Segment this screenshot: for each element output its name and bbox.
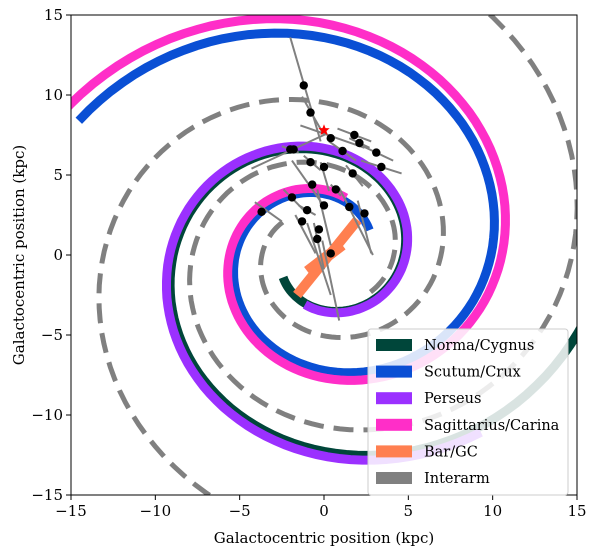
x-axis-label: Galactocentric position (kpc) <box>214 529 434 547</box>
source-error-bar-23 <box>306 222 332 296</box>
source-error-bar-24 <box>321 240 341 321</box>
source-point-17 <box>302 206 312 215</box>
source-point-12 <box>348 169 357 178</box>
source-point-21 <box>297 217 307 226</box>
x-tick-label: 10 <box>483 502 502 520</box>
spiral-arm-interarm-5 <box>187 15 577 433</box>
legend-swatch <box>376 365 412 378</box>
source-point-20 <box>360 209 369 218</box>
legend: Norma/Cygnus Scutum/Crux Perseus Sagittariu… <box>367 328 569 496</box>
source-point-15 <box>287 193 297 202</box>
spiral-arm-2 <box>162 141 483 465</box>
legend-label: Sagittarius/Carina <box>424 418 560 434</box>
x-tick-label: 0 <box>319 502 329 520</box>
y-tick-label: −15 <box>31 486 63 504</box>
spiral-arm-1 <box>75 28 499 378</box>
legend-label: Interarm <box>424 471 490 487</box>
y-tick-label: 0 <box>53 246 63 264</box>
source-point-18 <box>319 201 329 210</box>
x-tick-label: 5 <box>404 502 414 520</box>
axis-ticks: −15 −10 −5 0 5 10 15 −15 −10 −5 0 5 10 15 <box>31 6 586 520</box>
x-tick-label: −10 <box>140 502 172 520</box>
legend-label: Scutum/Crux <box>424 365 521 381</box>
y-tick-label: −5 <box>41 326 63 344</box>
sun-star-marker <box>318 124 330 136</box>
y-tick-label: 15 <box>44 6 63 24</box>
legend-swatch <box>376 418 412 431</box>
source-point-5 <box>338 146 347 156</box>
y-axis-label: Galactocentric position (kpc) <box>10 145 28 365</box>
source-point-7 <box>377 162 386 172</box>
source-point-23 <box>313 234 322 244</box>
spiral-arm-interarm-4 <box>96 96 446 495</box>
legend-swatch <box>376 445 412 458</box>
x-tick-label: 15 <box>567 502 586 520</box>
source-point-22 <box>314 225 324 234</box>
legend-label: Norma/Cygnus <box>424 338 534 354</box>
source-point-1 <box>306 108 315 117</box>
source-point-14 <box>331 185 341 194</box>
source-error-bar-19 <box>338 187 374 256</box>
legend-label: Perseus <box>424 391 481 407</box>
source-point-4 <box>355 138 364 148</box>
y-tick-label: −10 <box>31 406 63 424</box>
source-point-2 <box>326 134 335 143</box>
x-tick-label: −5 <box>229 502 251 520</box>
legend-label: Bar/GC <box>424 444 478 460</box>
source-point-11 <box>319 162 329 172</box>
source-point-0 <box>299 81 308 90</box>
legend-swatch <box>376 472 412 484</box>
source-point-19 <box>345 202 354 212</box>
source-point-10 <box>306 158 315 167</box>
source-point-3 <box>350 130 359 140</box>
legend-swatch <box>376 339 412 351</box>
legend-box <box>367 328 569 496</box>
source-point-6 <box>372 148 381 157</box>
source-point-9 <box>286 145 295 154</box>
source-error-bar-18 <box>316 189 332 246</box>
x-tick-label: −15 <box>55 502 87 520</box>
source-error-bar-0 <box>289 37 322 142</box>
source-point-16 <box>257 207 266 216</box>
source-point-13 <box>307 180 317 189</box>
source-error-bar-16 <box>254 201 283 223</box>
y-tick-label: 5 <box>53 166 63 184</box>
source-error-bar-20 <box>356 200 373 254</box>
legend-swatch <box>376 392 412 405</box>
y-tick-label: 10 <box>44 86 63 104</box>
source-point-24 <box>326 249 335 258</box>
